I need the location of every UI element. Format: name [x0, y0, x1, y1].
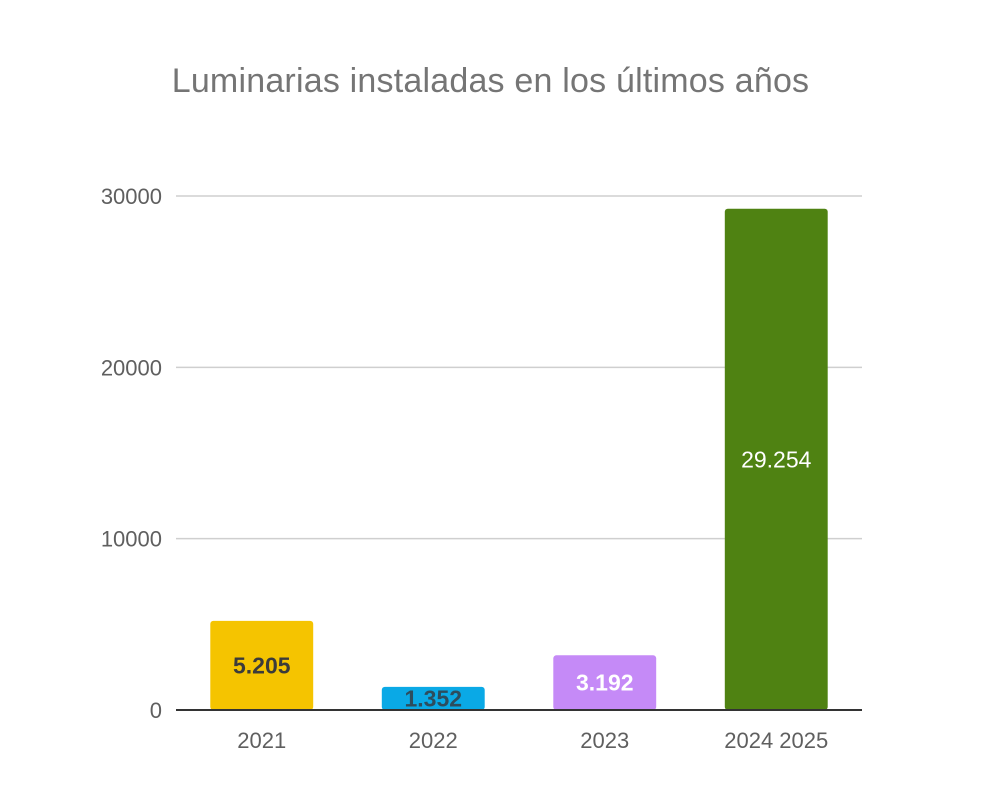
x-tick-label: 2024 2025 — [724, 728, 828, 753]
y-tick-label: 20000 — [101, 355, 162, 380]
y-tick-label: 10000 — [101, 527, 162, 552]
bar — [210, 620, 314, 710]
bar — [724, 208, 828, 710]
y-tick-label: 30000 — [101, 184, 162, 209]
x-tick-label: 2023 — [580, 728, 629, 753]
y-tick-label: 0 — [150, 698, 162, 723]
chart-title: Luminarias instaladas en los últimos año… — [171, 62, 810, 100]
x-tick-label: 2021 — [237, 728, 286, 753]
bar — [553, 655, 657, 710]
data-label: 3.192 — [576, 670, 634, 696]
bar — [381, 686, 485, 710]
data-label: 1.352 — [404, 685, 462, 711]
x-tick-label: 2022 — [409, 728, 458, 753]
data-label: 29.254 — [741, 446, 812, 472]
data-label: 5.205 — [233, 652, 291, 678]
